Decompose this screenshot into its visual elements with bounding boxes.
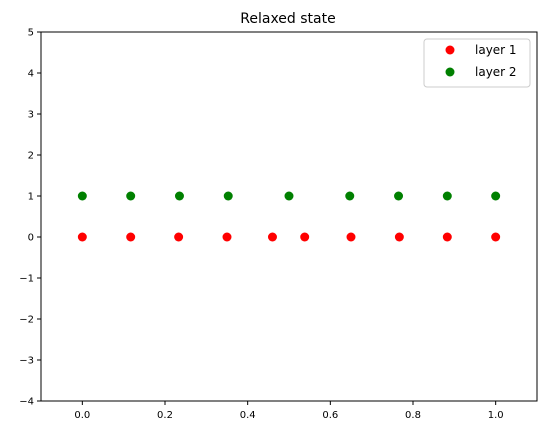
- data-points: [77, 191, 501, 242]
- x-tick-label: 0.0: [74, 410, 90, 421]
- data-point-series-2: [491, 191, 501, 201]
- x-tick-label: 0.4: [240, 410, 256, 421]
- data-point-series-2: [174, 191, 184, 201]
- y-tick-label: −1: [19, 274, 34, 285]
- data-point-series-1: [394, 232, 404, 242]
- data-point-series-1: [77, 232, 87, 242]
- data-point-series-1: [174, 232, 184, 242]
- legend: layer 1 layer 2: [423, 38, 531, 88]
- data-point-series-1: [126, 232, 136, 242]
- x-tick-label: 0.8: [405, 410, 421, 421]
- chart-title: Relaxed state: [240, 11, 335, 27]
- y-tick-label: −3: [19, 356, 34, 367]
- legend-label: layer 1: [475, 43, 517, 57]
- data-point-series-1: [442, 232, 452, 242]
- y-tick-label: 5: [28, 28, 34, 39]
- data-point-series-2: [126, 191, 136, 201]
- plot-frame: [40, 31, 538, 402]
- y-tick-label: 0: [28, 233, 34, 244]
- y-tick-label: 2: [28, 151, 34, 162]
- data-point-series-2: [223, 191, 233, 201]
- data-point-series-1: [222, 232, 232, 242]
- legend-marker: [445, 45, 455, 55]
- data-point-series-1: [267, 232, 277, 242]
- y-tick-label: 1: [28, 192, 34, 203]
- data-point-series-2: [394, 191, 404, 201]
- x-axis-ticks: 0.0 0.2 0.4 0.6 0.8 1.0: [74, 401, 504, 421]
- data-point-series-2: [442, 191, 452, 201]
- x-tick-label: 0.2: [157, 410, 173, 421]
- y-tick-label: −4: [19, 397, 34, 408]
- data-point-series-1: [300, 232, 310, 242]
- y-axis-ticks: −4 −3 −2 −1 0 1 2 3 4 5: [19, 28, 41, 408]
- data-point-series-1: [491, 232, 501, 242]
- y-tick-label: 4: [28, 69, 34, 80]
- data-point-series-1: [346, 232, 356, 242]
- y-tick-label: −2: [19, 315, 34, 326]
- legend-label: layer 2: [475, 65, 517, 79]
- y-tick-label: 3: [28, 110, 34, 121]
- x-tick-label: 1.0: [488, 410, 504, 421]
- data-point-series-2: [284, 191, 294, 201]
- legend-marker: [445, 67, 455, 77]
- data-point-series-2: [345, 191, 355, 201]
- data-point-series-2: [77, 191, 87, 201]
- x-tick-label: 0.6: [322, 410, 338, 421]
